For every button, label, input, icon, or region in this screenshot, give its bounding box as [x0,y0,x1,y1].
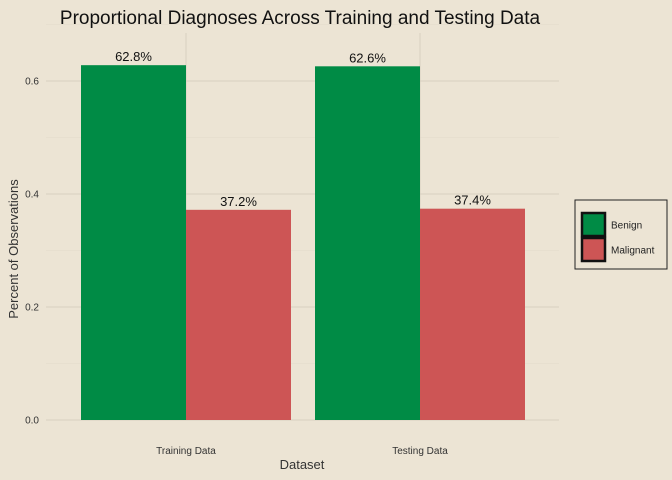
bar-malignant [420,208,525,420]
legend: Benign Malignant [574,199,668,270]
bar-value-label: 62.6% [349,50,386,65]
y-tick-label: 0.0 [25,416,39,427]
legend-label: Benign [611,221,642,232]
chart-title: Proportional Diagnoses Across Training a… [60,8,541,29]
y-tick-label: 0.4 [25,190,39,201]
x-tick-label: Training Data [156,446,216,457]
data-labels: 62.8% 62.6% 37.2% 37.4% [115,49,491,209]
legend-label: Malignant [611,246,655,257]
legend-items: Benign Malignant [580,211,655,263]
bar-value-label: 37.2% [220,194,257,209]
x-axis-title: Dataset [280,457,325,472]
legend-frame [574,199,668,270]
x-tick-label: Testing Data [392,446,448,457]
bar-value-label: 62.8% [115,49,152,64]
y-axis-title: Percent of Observations [6,179,21,319]
bar-benign [81,65,186,421]
legend-key-malignant [580,236,607,263]
bar-benign [315,66,420,420]
bar-malignant [186,209,291,420]
y-tick-label: 0.2 [25,303,39,314]
bar-value-label: 37.4% [454,193,491,208]
legend-key-benign [580,211,607,238]
bars [81,65,525,421]
axis-ticks: 0.0 0.2 0.4 0.6 Training Data Testing Data [25,77,448,458]
y-tick-label: 0.6 [25,77,39,88]
